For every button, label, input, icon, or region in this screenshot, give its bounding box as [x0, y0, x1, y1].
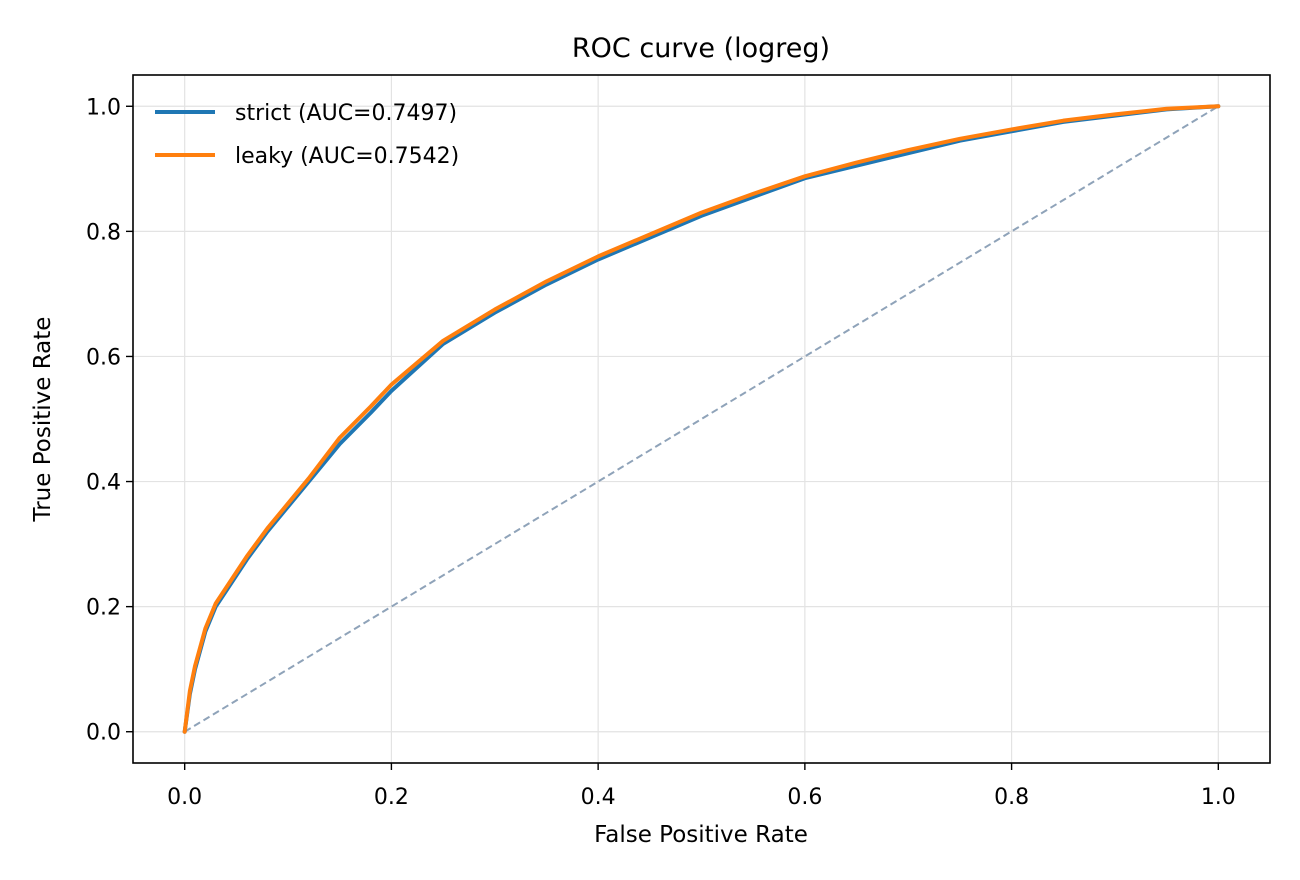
series-layer	[182, 104, 1221, 734]
x-tick-label: 0.0	[167, 785, 202, 810]
y-axis: 0.0 0.2 0.4 0.6 0.8 1.0	[86, 95, 133, 746]
series-line-leaky	[182, 104, 1221, 734]
x-tick-label: 0.4	[581, 785, 616, 810]
chance-diagonal	[184, 105, 1219, 733]
x-axis-label: False Positive Rate	[594, 822, 808, 848]
plot-frame	[132, 74, 1271, 764]
y-tick-label: 0.2	[86, 596, 121, 621]
y-tick-label: 0.8	[86, 220, 121, 245]
legend: strict (AUC=0.7497) leaky (AUC=0.7542)	[155, 101, 459, 169]
y-tick-label: 0.0	[86, 721, 121, 746]
legend-label: leaky (AUC=0.7542)	[235, 144, 459, 169]
grid	[133, 75, 1270, 763]
y-axis-label: True Positive Rate	[30, 317, 56, 523]
y-tick-label: 0.6	[86, 345, 121, 370]
x-tick-label: 0.8	[994, 785, 1029, 810]
chart-title: ROC curve (logreg)	[572, 33, 830, 64]
y-tick-label: 1.0	[86, 95, 121, 120]
legend-label: strict (AUC=0.7497)	[235, 101, 457, 126]
y-tick-label: 0.4	[86, 471, 121, 496]
x-axis: 0.0 0.2 0.4 0.6 0.8 1.0	[167, 763, 1236, 810]
x-tick-label: 0.6	[787, 785, 822, 810]
x-tick-label: 1.0	[1201, 785, 1236, 810]
x-tick-label: 0.2	[374, 785, 409, 810]
